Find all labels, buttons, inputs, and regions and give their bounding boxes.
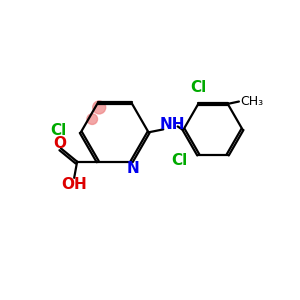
Text: N: N: [127, 160, 140, 175]
Text: NH: NH: [159, 117, 185, 132]
Text: Cl: Cl: [172, 153, 188, 168]
Text: Cl: Cl: [190, 80, 206, 95]
Text: CH₃: CH₃: [240, 95, 263, 108]
Text: OH: OH: [61, 177, 87, 192]
Text: O: O: [53, 136, 66, 151]
Circle shape: [93, 101, 106, 114]
Circle shape: [87, 114, 98, 124]
Text: Cl: Cl: [50, 123, 66, 138]
